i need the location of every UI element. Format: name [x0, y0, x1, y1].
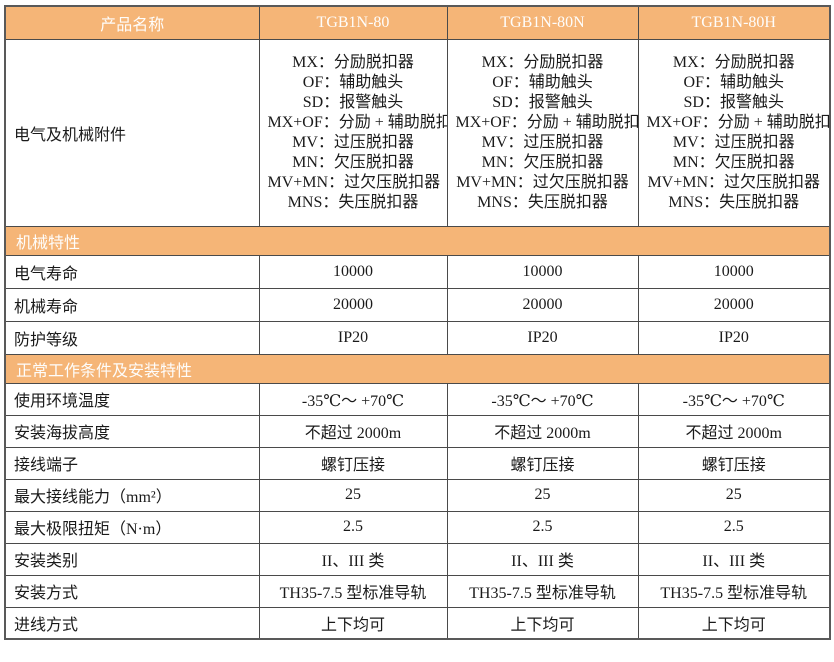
spec-value: 10000 [637, 254, 831, 289]
section-header-mechanical: 机械特性 [4, 225, 831, 256]
spec-value: -35℃～ +70℃ [258, 382, 448, 416]
accessory-line: MV：过压脱扣器 [481, 133, 604, 151]
spec-label: 最大极限扭矩（N·m） [4, 510, 260, 544]
spec-value: 2.5 [637, 510, 831, 544]
accessory-line: MX：分励脱扣器 [292, 53, 414, 71]
table-row: 使用环境温度 -35℃～ +70℃ -35℃～ +70℃ -35℃～ +70℃ [4, 382, 831, 416]
accessory-line: MV：过压脱扣器 [672, 133, 795, 151]
table-row: 安装类别 II、III 类 II、III 类 II、III 类 [4, 542, 831, 576]
accessory-line: SD：报警触头 [492, 93, 593, 111]
spec-label: 安装方式 [4, 574, 260, 608]
spec-value: TH35-7.5 型标准导轨 [258, 574, 448, 608]
table-row: 进线方式 上下均可 上下均可 上下均可 [4, 606, 831, 640]
spec-value: II、III 类 [258, 542, 448, 576]
table-row: 最大极限扭矩（N·m） 2.5 2.5 2.5 [4, 510, 831, 544]
spec-value: 不超过 2000m [637, 414, 831, 448]
spec-value: 2.5 [446, 510, 639, 544]
accessories-cell-2: MX：分励脱扣器 OF：辅助触头 SD：报警触头 MX+OF：分励 + 辅助脱扣器 MV… [446, 38, 639, 227]
accessory-line: MV+MN：过欠压脱扣器 [647, 173, 821, 191]
spec-value: 螺钉压接 [258, 446, 448, 480]
table-row: 安装海拔高度 不超过 2000m 不超过 2000m 不超过 2000m [4, 414, 831, 448]
accessory-line: SD：报警触头 [302, 93, 404, 111]
accessory-line: MX：分励脱扣器 [672, 53, 795, 71]
spec-value: 10000 [258, 254, 448, 289]
accessory-line: MX+OF：分励 + 辅助脱扣器 [646, 113, 830, 131]
table-row: 最大接线能力（mm²） 25 25 25 [4, 478, 831, 512]
table-row: 电气寿命 10000 10000 10000 [4, 254, 831, 289]
accessories-cell-1: MX：分励脱扣器 OF：辅助触头 SD：报警触头 MX+OF：分励 + 辅助脱扣器 MV… [258, 38, 448, 227]
spec-label: 接线端子 [4, 446, 260, 480]
spec-label: 使用环境温度 [4, 382, 260, 416]
spec-value: 上下均可 [637, 606, 831, 640]
product-column-header-3: TGB1N-80H [637, 5, 831, 40]
spec-value: 不超过 2000m [258, 414, 448, 448]
header-row: 产品名称 TGB1N-80 TGB1N-80N TGB1N-80H [4, 5, 831, 40]
spec-value: 20000 [446, 287, 639, 322]
spec-value: 上下均可 [258, 606, 448, 640]
spec-value: II、III 类 [446, 542, 639, 576]
accessories-cell-3: MX：分励脱扣器 OF：辅助触头 SD：报警触头 MX+OF：分励 + 辅助脱扣器 MV… [637, 38, 831, 227]
spec-value: TH35-7.5 型标准导轨 [446, 574, 639, 608]
section-title: 机械特性 [4, 225, 831, 256]
spec-value: 20000 [258, 287, 448, 322]
spec-value: 20000 [637, 287, 831, 322]
spec-label: 电气寿命 [4, 254, 260, 289]
product-column-header-1: TGB1N-80 [258, 5, 448, 40]
spec-label: 防护等级 [4, 320, 260, 355]
accessory-line: MX+OF：分励 + 辅助脱扣器 [455, 113, 638, 131]
accessories-row: 电气及机械附件 MX：分励脱扣器 OF：辅助触头 SD：报警触头 MX+OF：分励 +… [4, 38, 831, 227]
accessory-line: MV：过压脱扣器 [292, 133, 414, 151]
accessory-line: MNS：失压脱扣器 [477, 193, 608, 211]
accessory-line: SD：报警触头 [683, 93, 784, 111]
spec-value: 25 [446, 478, 639, 512]
spec-value: 25 [637, 478, 831, 512]
spec-label: 安装类别 [4, 542, 260, 576]
spec-value: 2.5 [258, 510, 448, 544]
spec-value: 25 [258, 478, 448, 512]
spec-label: 最大接线能力（mm²） [4, 478, 260, 512]
spec-value: 上下均可 [446, 606, 639, 640]
spec-value: 10000 [446, 254, 639, 289]
accessory-line: OF：辅助触头 [683, 73, 784, 91]
accessory-line: MN：欠压脱扣器 [292, 153, 414, 171]
spec-value: -35℃～ +70℃ [446, 382, 639, 416]
accessory-line: MX：分励脱扣器 [481, 53, 604, 71]
table-row: 安装方式 TH35-7.5 型标准导轨 TH35-7.5 型标准导轨 TH35-… [4, 574, 831, 608]
accessory-line: MNS：失压脱扣器 [668, 193, 800, 211]
accessory-line: MV+MN：过欠压脱扣器 [267, 173, 441, 191]
table-row: 机械寿命 20000 20000 20000 [4, 287, 831, 322]
spec-value: 螺钉压接 [446, 446, 639, 480]
accessory-line: MX+OF：分励 + 辅助脱扣器 [267, 113, 447, 131]
spec-label: 机械寿命 [4, 287, 260, 322]
accessory-line: MV+MN：过欠压脱扣器 [456, 173, 629, 191]
spec-value: 螺钉压接 [637, 446, 831, 480]
accessories-label: 电气及机械附件 [4, 38, 260, 227]
spec-value: IP20 [258, 320, 448, 355]
accessory-line: OF：辅助触头 [302, 73, 404, 91]
spec-value: IP20 [637, 320, 831, 355]
accessory-line: MN：欠压脱扣器 [672, 153, 795, 171]
product-column-header-2: TGB1N-80N [446, 5, 639, 40]
accessory-line: OF：辅助触头 [492, 73, 593, 91]
product-spec-table: 产品名称 TGB1N-80 TGB1N-80N TGB1N-80H 电气及机械附… [4, 5, 831, 640]
product-name-header: 产品名称 [4, 5, 260, 40]
spec-label: 进线方式 [4, 606, 260, 640]
spec-value: II、III 类 [637, 542, 831, 576]
spec-value: TH35-7.5 型标准导轨 [637, 574, 831, 608]
section-title: 正常工作条件及安装特性 [4, 353, 831, 384]
accessory-line: MNS：失压脱扣器 [287, 193, 419, 211]
section-header-working-conditions: 正常工作条件及安装特性 [4, 353, 831, 384]
table-row: 防护等级 IP20 IP20 IP20 [4, 320, 831, 355]
spec-value: -35℃～ +70℃ [637, 382, 831, 416]
spec-value: IP20 [446, 320, 639, 355]
table-row: 接线端子 螺钉压接 螺钉压接 螺钉压接 [4, 446, 831, 480]
accessory-line: MN：欠压脱扣器 [481, 153, 604, 171]
spec-label: 安装海拔高度 [4, 414, 260, 448]
spec-value: 不超过 2000m [446, 414, 639, 448]
